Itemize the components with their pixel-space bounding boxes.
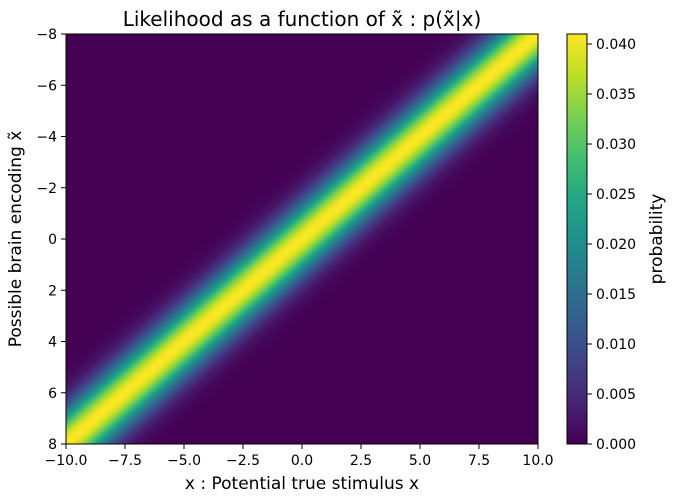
colorbar-tick-label: 0.030: [596, 137, 636, 153]
chart-title: Likelihood as a function of x̃ : p(x̃|x): [123, 7, 482, 31]
colorbar-tick-label: 0.010: [596, 337, 636, 353]
x-axis-label: x : Potential true stimulus x: [185, 474, 419, 494]
y-tick-label: 0: [48, 232, 57, 248]
y-tick-label: −6: [36, 78, 57, 94]
colorbar-tick-label: 0.035: [596, 87, 636, 103]
y-tick-label: −4: [36, 130, 57, 146]
y-tick-label: 4: [48, 335, 57, 351]
heatmap-plot: [65, 33, 539, 445]
y-tick-label: 6: [48, 386, 57, 402]
colorbar: 0.000 0.005 0.010 0.015 0.020 0.025 0.030 0.035…: [566, 33, 667, 453]
x-tick-label: 0.0: [291, 453, 313, 469]
x-tick-label: 5.0: [409, 453, 431, 469]
y-tick-label: 2: [48, 283, 57, 299]
x-tick-label: 2.5: [350, 453, 372, 469]
heatmap-image: [66, 34, 538, 444]
y-tick-label: −8: [36, 27, 57, 43]
colorbar-gradient: [566, 33, 588, 445]
x-tick-label: 7.5: [468, 453, 490, 469]
colorbar-label: probability: [647, 194, 667, 285]
x-axis: −10.0 −7.5 −5.0 −2.5 0.0 2.5 5.0 7.5 10.0: [45, 444, 554, 469]
x-tick-label: −7.5: [108, 453, 142, 469]
y-tick-label: −2: [36, 181, 57, 197]
y-tick-label: 8: [48, 437, 57, 453]
colorbar-tick-label: 0.020: [596, 237, 636, 253]
colorbar-tick-label: 0.040: [596, 37, 636, 53]
colorbar-tick-label: 0.005: [596, 387, 636, 403]
y-axis-label: Possible brain encoding x̃: [6, 131, 26, 347]
x-tick-label: −5.0: [167, 453, 201, 469]
x-tick-label: −2.5: [226, 453, 260, 469]
colorbar-ticks: 0.000 0.005 0.010 0.015 0.020 0.025 0.030 0.035…: [587, 37, 636, 453]
y-axis: −8 −6 −4 −2 0 2 4 6 8: [36, 27, 66, 453]
colorbar-tick-label: 0.015: [596, 287, 636, 303]
colorbar-tick-label: 0.000: [596, 437, 636, 453]
x-tick-label: −10.0: [45, 453, 88, 469]
x-tick-label: 10.0: [522, 453, 553, 469]
colorbar-tick-label: 0.025: [596, 187, 636, 203]
